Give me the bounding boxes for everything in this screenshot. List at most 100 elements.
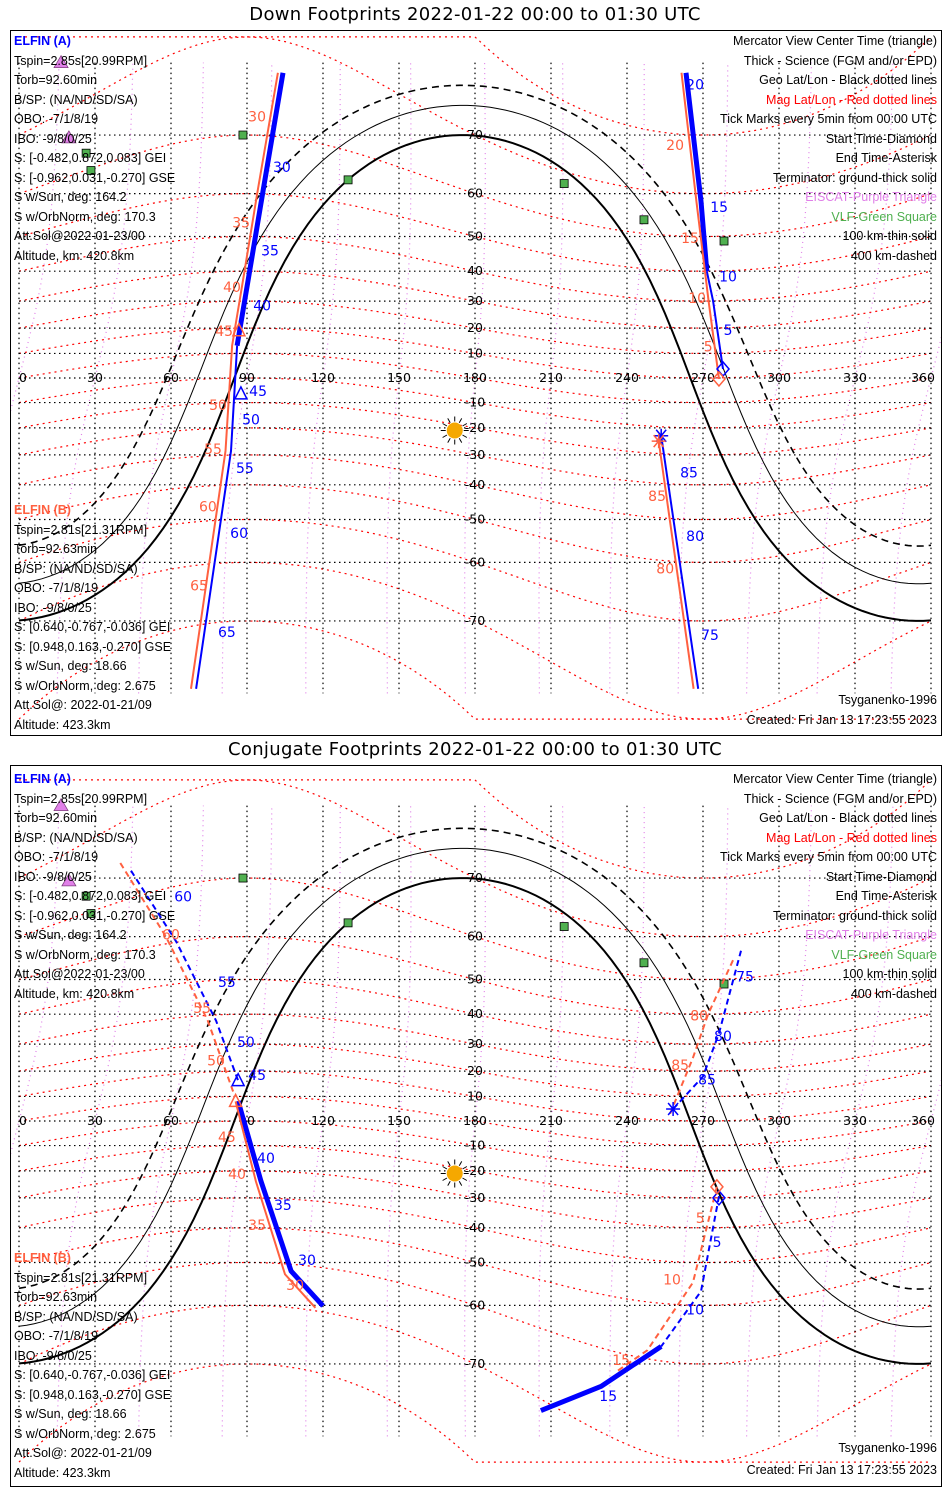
sun-ray — [447, 438, 451, 443]
info-line: Tspin=2.81s[21.31RPM] — [14, 522, 148, 537]
info-line: Att.Sol@2022-01-23/00 — [14, 229, 145, 243]
legend-item: Geo Lat/Lon - Black dotted lines — [759, 73, 937, 87]
track-time-label: 55 — [193, 1001, 211, 1017]
lat-tick-label: 40 — [467, 263, 483, 278]
info-line: Tspin=2.81s[21.31RPM] — [14, 1270, 148, 1285]
lon-tick-label: 120 — [311, 370, 335, 385]
vlf-station-marker — [238, 130, 248, 140]
info-line: S w/OrbNorm, deg: 2.675 — [14, 678, 156, 693]
sun-ray — [458, 418, 463, 423]
legend-item: Thick - Science (FGM and/or EPD) — [743, 53, 937, 68]
footprint-track-a — [195, 345, 239, 689]
info-line: Altitude: 423.3km — [14, 717, 111, 732]
lon-tick-label: 270 — [691, 1113, 715, 1128]
track-time-label: 55 — [218, 975, 236, 991]
lat-tick-label: 10 — [467, 345, 483, 360]
legend-item: 100 km-thin solid — [842, 229, 938, 243]
lat-tick-label: -60 — [465, 1297, 485, 1312]
legend-item: Terminator: ground-thick solid — [773, 908, 937, 923]
lat-tick-label: -50 — [465, 511, 485, 526]
legend-item: VLF-Green Square — [831, 209, 937, 224]
sun-icon — [446, 1165, 463, 1182]
eiscat-station-marker — [53, 797, 69, 812]
lat-tick-label: 50 — [467, 972, 483, 987]
lat-tick-label: -50 — [465, 1254, 485, 1269]
view-center-triangle — [230, 1071, 246, 1087]
legend-item: End Time-Asterisk — [835, 889, 937, 903]
view-center-triangle — [231, 322, 247, 337]
model-label: Tsyganenko-1996 — [838, 1441, 937, 1455]
track-time-label: 65 — [218, 625, 236, 641]
lon-tick-label: 30 — [87, 370, 103, 385]
mag-lat-line — [18, 192, 932, 272]
track-time-label: 15 — [599, 1389, 617, 1405]
sun-ray — [442, 1177, 448, 1181]
info-line: B/SP: (NA/ND/SD/SA) — [14, 830, 138, 845]
legend-item: Start Time-Diamond — [825, 869, 937, 884]
track-time-label: 45 — [248, 1068, 266, 1084]
lon-tick-label: 60 — [163, 1113, 179, 1128]
sun-ray — [458, 1161, 463, 1166]
lat-tick-label: 10 — [467, 1088, 483, 1103]
sun-ray — [462, 1166, 468, 1170]
elfin-b-info: ELFIN (B) Tspin=2.81s[21.31RPM] Torb=92.… — [14, 501, 171, 735]
track-time-label: 5 — [704, 339, 713, 355]
footprint-track-b — [190, 72, 279, 689]
legend-item: EISCAT-Purple Triangle — [805, 190, 937, 204]
vlf-station-marker — [559, 179, 569, 188]
lat-tick-label: -40 — [465, 477, 485, 492]
lat-tick-label: -30 — [465, 447, 485, 462]
info-line: Torb=92.63min — [14, 1290, 98, 1304]
vlf-station-marker — [559, 922, 569, 931]
lat-tick-label: 60 — [467, 929, 483, 944]
mag-lat-line — [18, 454, 932, 521]
mag-lon-line — [816, 805, 894, 1437]
info-line: S w/OrbNorm, deg: 170.3 — [14, 209, 156, 224]
sun-ray — [447, 1181, 451, 1186]
view-center-triangle — [233, 385, 249, 400]
lon-tick-label: 360 — [911, 1113, 935, 1128]
info-line: S: [-0.962,0.031,-0.270] GSE — [14, 170, 176, 185]
start-time-diamond — [709, 1178, 724, 1195]
legend-item: Terminator: ground-thick solid — [773, 170, 937, 185]
info-line: Att.Sol@: 2022-01-21/09 — [14, 698, 152, 712]
track-time-label: 15 — [710, 200, 728, 216]
sun-ray — [442, 1166, 448, 1170]
elfin-a-info: ELFIN (A) Tspin=2.85s[20.99RPM] Torb=92.… — [14, 770, 175, 1004]
mag-lon-line — [56, 805, 134, 1437]
track-time-label: 30 — [273, 160, 291, 176]
lat-tick-label: -40 — [465, 1220, 485, 1235]
track-time-label: 65 — [190, 579, 208, 595]
track-time-label: 60 — [230, 526, 248, 542]
lon-tick-label: 330 — [843, 1113, 867, 1128]
track-time-label: 15 — [612, 1353, 630, 1369]
panel-title-down: Down Footprints 2022-01-22 00:00 to 01:3… — [249, 4, 701, 25]
elfin-a-label: ELFIN (A) — [14, 772, 71, 786]
lon-tick-label: 180 — [463, 370, 487, 385]
lon-tick-label: 300 — [767, 1113, 791, 1128]
vlf-station-marker — [86, 166, 96, 175]
sun-ray — [442, 434, 448, 438]
track-time-label: 5 — [724, 323, 733, 339]
terminator-ground — [18, 877, 932, 1365]
vlf-station-marker — [81, 148, 91, 158]
footprint-track-a — [660, 1196, 720, 1347]
footprint-track-b — [657, 440, 695, 689]
track-time-label: 40 — [223, 280, 241, 296]
info-line: Altitude: 423.3km — [14, 1465, 111, 1480]
track-time-label: 55 — [236, 461, 254, 477]
map-canvas: 0 30 60 90 120 150 180 210 240 270 300 330 360706050… — [11, 779, 941, 1463]
track-time-label: 45 — [249, 384, 267, 400]
info-line: OBO: -7/1/8/19 — [14, 112, 99, 126]
sun-ray — [462, 1177, 468, 1181]
info-line: S: [0.640,-0.767,-0.036] GEI — [14, 1368, 171, 1382]
footprint-track-a — [683, 72, 710, 272]
lon-tick-label: 240 — [615, 1113, 639, 1128]
track-time-label: 55 — [204, 442, 222, 458]
lat-tick-label: 40 — [467, 1006, 483, 1021]
track-time-label: 50 — [209, 398, 227, 414]
info-line: OBO: -7/1/8/19 — [14, 581, 99, 595]
lon-tick-label: 360 — [911, 370, 935, 385]
track-time-label: 20 — [666, 138, 684, 154]
lon-tick-label: 180 — [463, 1113, 487, 1128]
